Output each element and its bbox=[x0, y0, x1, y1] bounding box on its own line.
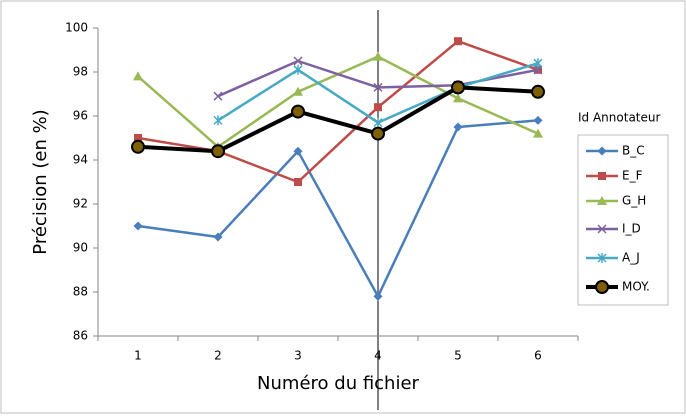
y-tick-label: 94 bbox=[73, 153, 88, 167]
marker bbox=[533, 115, 543, 125]
marker bbox=[371, 126, 385, 141]
legend-label: I_D bbox=[622, 222, 641, 236]
marker bbox=[293, 146, 303, 156]
marker bbox=[131, 139, 145, 154]
marker bbox=[133, 71, 143, 81]
marker bbox=[597, 196, 607, 205]
y-tick-label: 88 bbox=[73, 285, 88, 299]
marker bbox=[533, 65, 543, 75]
x-tick-label: 4 bbox=[374, 349, 382, 363]
marker bbox=[531, 84, 545, 99]
marker bbox=[597, 253, 607, 263]
y-tick-label: 96 bbox=[73, 109, 88, 123]
x-tick-label: 3 bbox=[294, 349, 302, 363]
marker bbox=[293, 64, 303, 75]
series-line bbox=[137, 85, 539, 154]
legend-title: Id Annotateur bbox=[578, 111, 660, 125]
marker bbox=[533, 128, 543, 138]
legend-label: E_F bbox=[622, 169, 643, 183]
x-tick-label: 1 bbox=[134, 349, 142, 363]
series-line bbox=[137, 119, 539, 298]
x-axis-title: Numéro du fichier bbox=[257, 373, 419, 394]
x-tick-label: 5 bbox=[454, 349, 462, 363]
marker bbox=[373, 291, 383, 301]
marker bbox=[597, 146, 607, 156]
x-tick-label: 6 bbox=[534, 349, 542, 363]
legend-label: MOY. bbox=[622, 280, 650, 294]
marker bbox=[451, 80, 465, 95]
marker bbox=[133, 221, 143, 231]
marker bbox=[134, 134, 142, 142]
marker bbox=[453, 93, 463, 103]
y-tick-label: 90 bbox=[73, 241, 88, 255]
marker bbox=[533, 58, 543, 69]
marker bbox=[291, 104, 305, 119]
marker bbox=[213, 115, 223, 126]
marker bbox=[211, 144, 225, 159]
marker bbox=[293, 56, 303, 66]
marker bbox=[374, 103, 382, 112]
legend-label: A_J bbox=[622, 251, 640, 265]
marker bbox=[597, 224, 607, 234]
marker bbox=[454, 37, 462, 46]
legend-box bbox=[577, 134, 669, 306]
legend-label: B_C bbox=[622, 144, 645, 158]
y-tick-label: 98 bbox=[73, 65, 88, 79]
marker bbox=[293, 86, 303, 96]
marker bbox=[373, 82, 383, 92]
marker bbox=[598, 172, 606, 180]
x-tick-label: 2 bbox=[214, 349, 222, 363]
legend-label: G_H bbox=[622, 194, 646, 208]
marker bbox=[373, 117, 383, 128]
y-tick-label: 100 bbox=[65, 21, 88, 35]
marker bbox=[595, 280, 609, 294]
marker bbox=[213, 91, 223, 101]
marker bbox=[294, 178, 302, 186]
marker bbox=[373, 51, 383, 61]
marker bbox=[213, 232, 223, 242]
marker bbox=[453, 122, 463, 132]
y-axis-title: Précision (en %) bbox=[30, 109, 51, 254]
y-tick-label: 86 bbox=[73, 329, 88, 343]
y-tick-label: 92 bbox=[73, 197, 88, 211]
